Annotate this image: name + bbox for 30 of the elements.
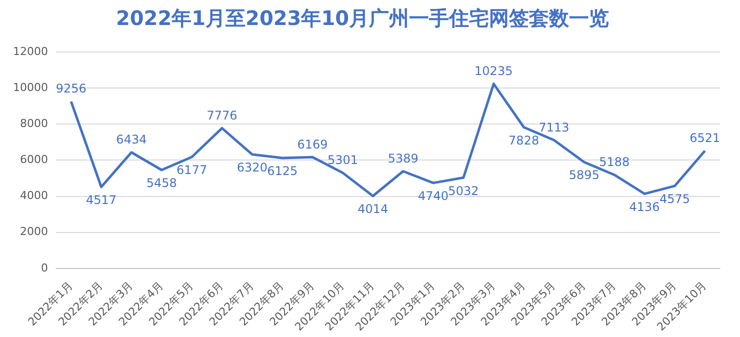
y-tick-label: 4000 — [20, 189, 48, 202]
data-label: 6521 — [690, 130, 720, 145]
data-label: 5301 — [327, 152, 358, 167]
y-tick-label: 6000 — [20, 153, 48, 166]
data-label: 4014 — [358, 202, 388, 216]
data-label: 5188 — [599, 154, 630, 169]
data-label: 7828 — [508, 133, 540, 148]
data-label: 4575 — [659, 192, 690, 206]
data-label: 6177 — [176, 163, 208, 178]
y-tick-label: 8000 — [20, 117, 48, 130]
data-label: 5458 — [146, 176, 177, 190]
data-label: 6434 — [116, 132, 147, 147]
data-label: 6125 — [267, 164, 298, 178]
data-label: 10235 — [474, 64, 513, 78]
data-label: 5032 — [448, 184, 479, 198]
data-label: 9256 — [56, 82, 86, 96]
data-label: 4740 — [418, 189, 449, 204]
data-label: 7776 — [206, 108, 238, 122]
data-label: 6169 — [297, 137, 328, 152]
y-tick-label: 12000 — [12, 44, 48, 58]
y-tick-label: 10000 — [12, 80, 48, 94]
y-tick-label: 0 — [40, 261, 48, 274]
data-label: 5389 — [388, 151, 418, 166]
data-label: 6320 — [236, 160, 268, 175]
chart-title: 2022年1月至2023年10月广州一手住宅网签套数一览 — [116, 6, 610, 30]
data-label: 4517 — [86, 193, 117, 208]
data-label: 5895 — [568, 168, 600, 182]
data-label: 7113 — [538, 120, 570, 134]
data-label: 4136 — [629, 200, 660, 214]
y-tick-label: 2000 — [20, 225, 48, 238]
